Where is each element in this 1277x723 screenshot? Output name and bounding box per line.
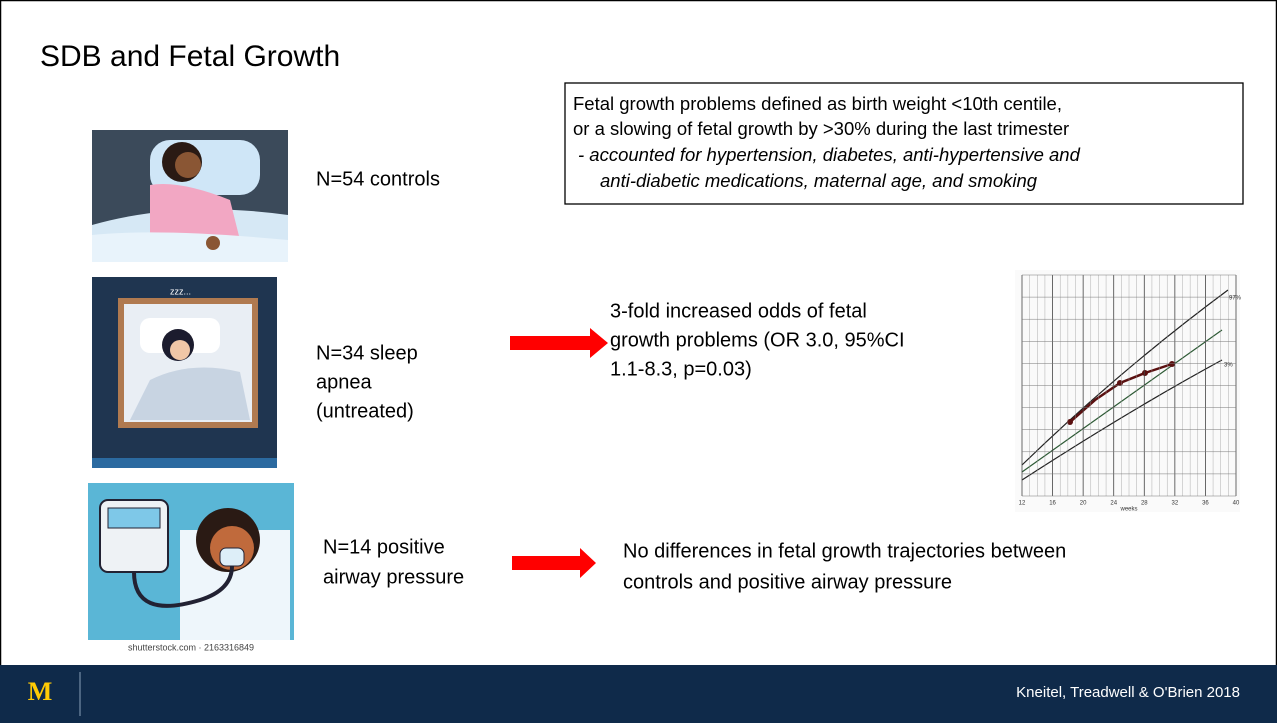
curve-label: 3% bbox=[1224, 363, 1233, 369]
logo: M bbox=[28, 677, 53, 706]
arrow bbox=[510, 328, 608, 358]
result-line: 1.1-8.3, p=0.03) bbox=[610, 358, 752, 380]
cpap-image bbox=[88, 483, 294, 640]
result-line: controls and positive airway pressure bbox=[623, 571, 952, 593]
chart-tick-label: 20 bbox=[1080, 501, 1087, 507]
arrow bbox=[512, 548, 596, 578]
group-label: (untreated) bbox=[316, 400, 414, 422]
definition-line: or a slowing of fetal growth by >30% dur… bbox=[573, 118, 1069, 139]
controls-image bbox=[92, 130, 288, 262]
result-line: growth problems (OR 3.0, 95%CI bbox=[610, 329, 905, 351]
definition-note: anti-diabetic medications, maternal age,… bbox=[600, 170, 1038, 191]
chart-tick-label: 32 bbox=[1172, 501, 1179, 507]
curve-label: 97% bbox=[1229, 296, 1242, 302]
definition-note: - accounted for hypertension, diabetes, … bbox=[578, 144, 1081, 165]
group-label: N=14 positive bbox=[323, 536, 445, 558]
chart-tick-label: 12 bbox=[1019, 501, 1026, 507]
apnea-image: zzz... bbox=[92, 277, 277, 468]
result-line: No differences in fetal growth trajector… bbox=[623, 540, 1066, 562]
chart-tick-label: 36 bbox=[1202, 501, 1209, 507]
result-line: 3-fold increased odds of fetal bbox=[610, 300, 867, 322]
chart-tick-label: 40 bbox=[1233, 501, 1240, 507]
chart-tick-label: 28 bbox=[1141, 501, 1148, 507]
definition-box bbox=[564, 82, 1244, 205]
group-label: N=34 sleep bbox=[316, 342, 418, 364]
chart-axis-title: weeks bbox=[1119, 507, 1137, 513]
group-label: apnea bbox=[316, 371, 372, 393]
title: SDB and Fetal Growth bbox=[40, 40, 340, 73]
chart-tick-label: 24 bbox=[1110, 501, 1117, 507]
citation: Kneitel, Treadwell & O'Brien 2018 bbox=[1016, 684, 1240, 701]
image-caption: shutterstock.com · 2163316849 bbox=[128, 642, 254, 652]
group-label: N=54 controls bbox=[316, 168, 440, 190]
image-caption: zzz... bbox=[170, 286, 191, 296]
footer bbox=[0, 665, 1277, 723]
chart-tick-label: 16 bbox=[1049, 501, 1056, 507]
growth-chart: 12 16 20 24 28 32 36 40 weeks 97% 3% bbox=[1015, 270, 1242, 513]
definition-line: Fetal growth problems defined as birth w… bbox=[573, 93, 1062, 114]
group-label: airway pressure bbox=[323, 566, 464, 588]
